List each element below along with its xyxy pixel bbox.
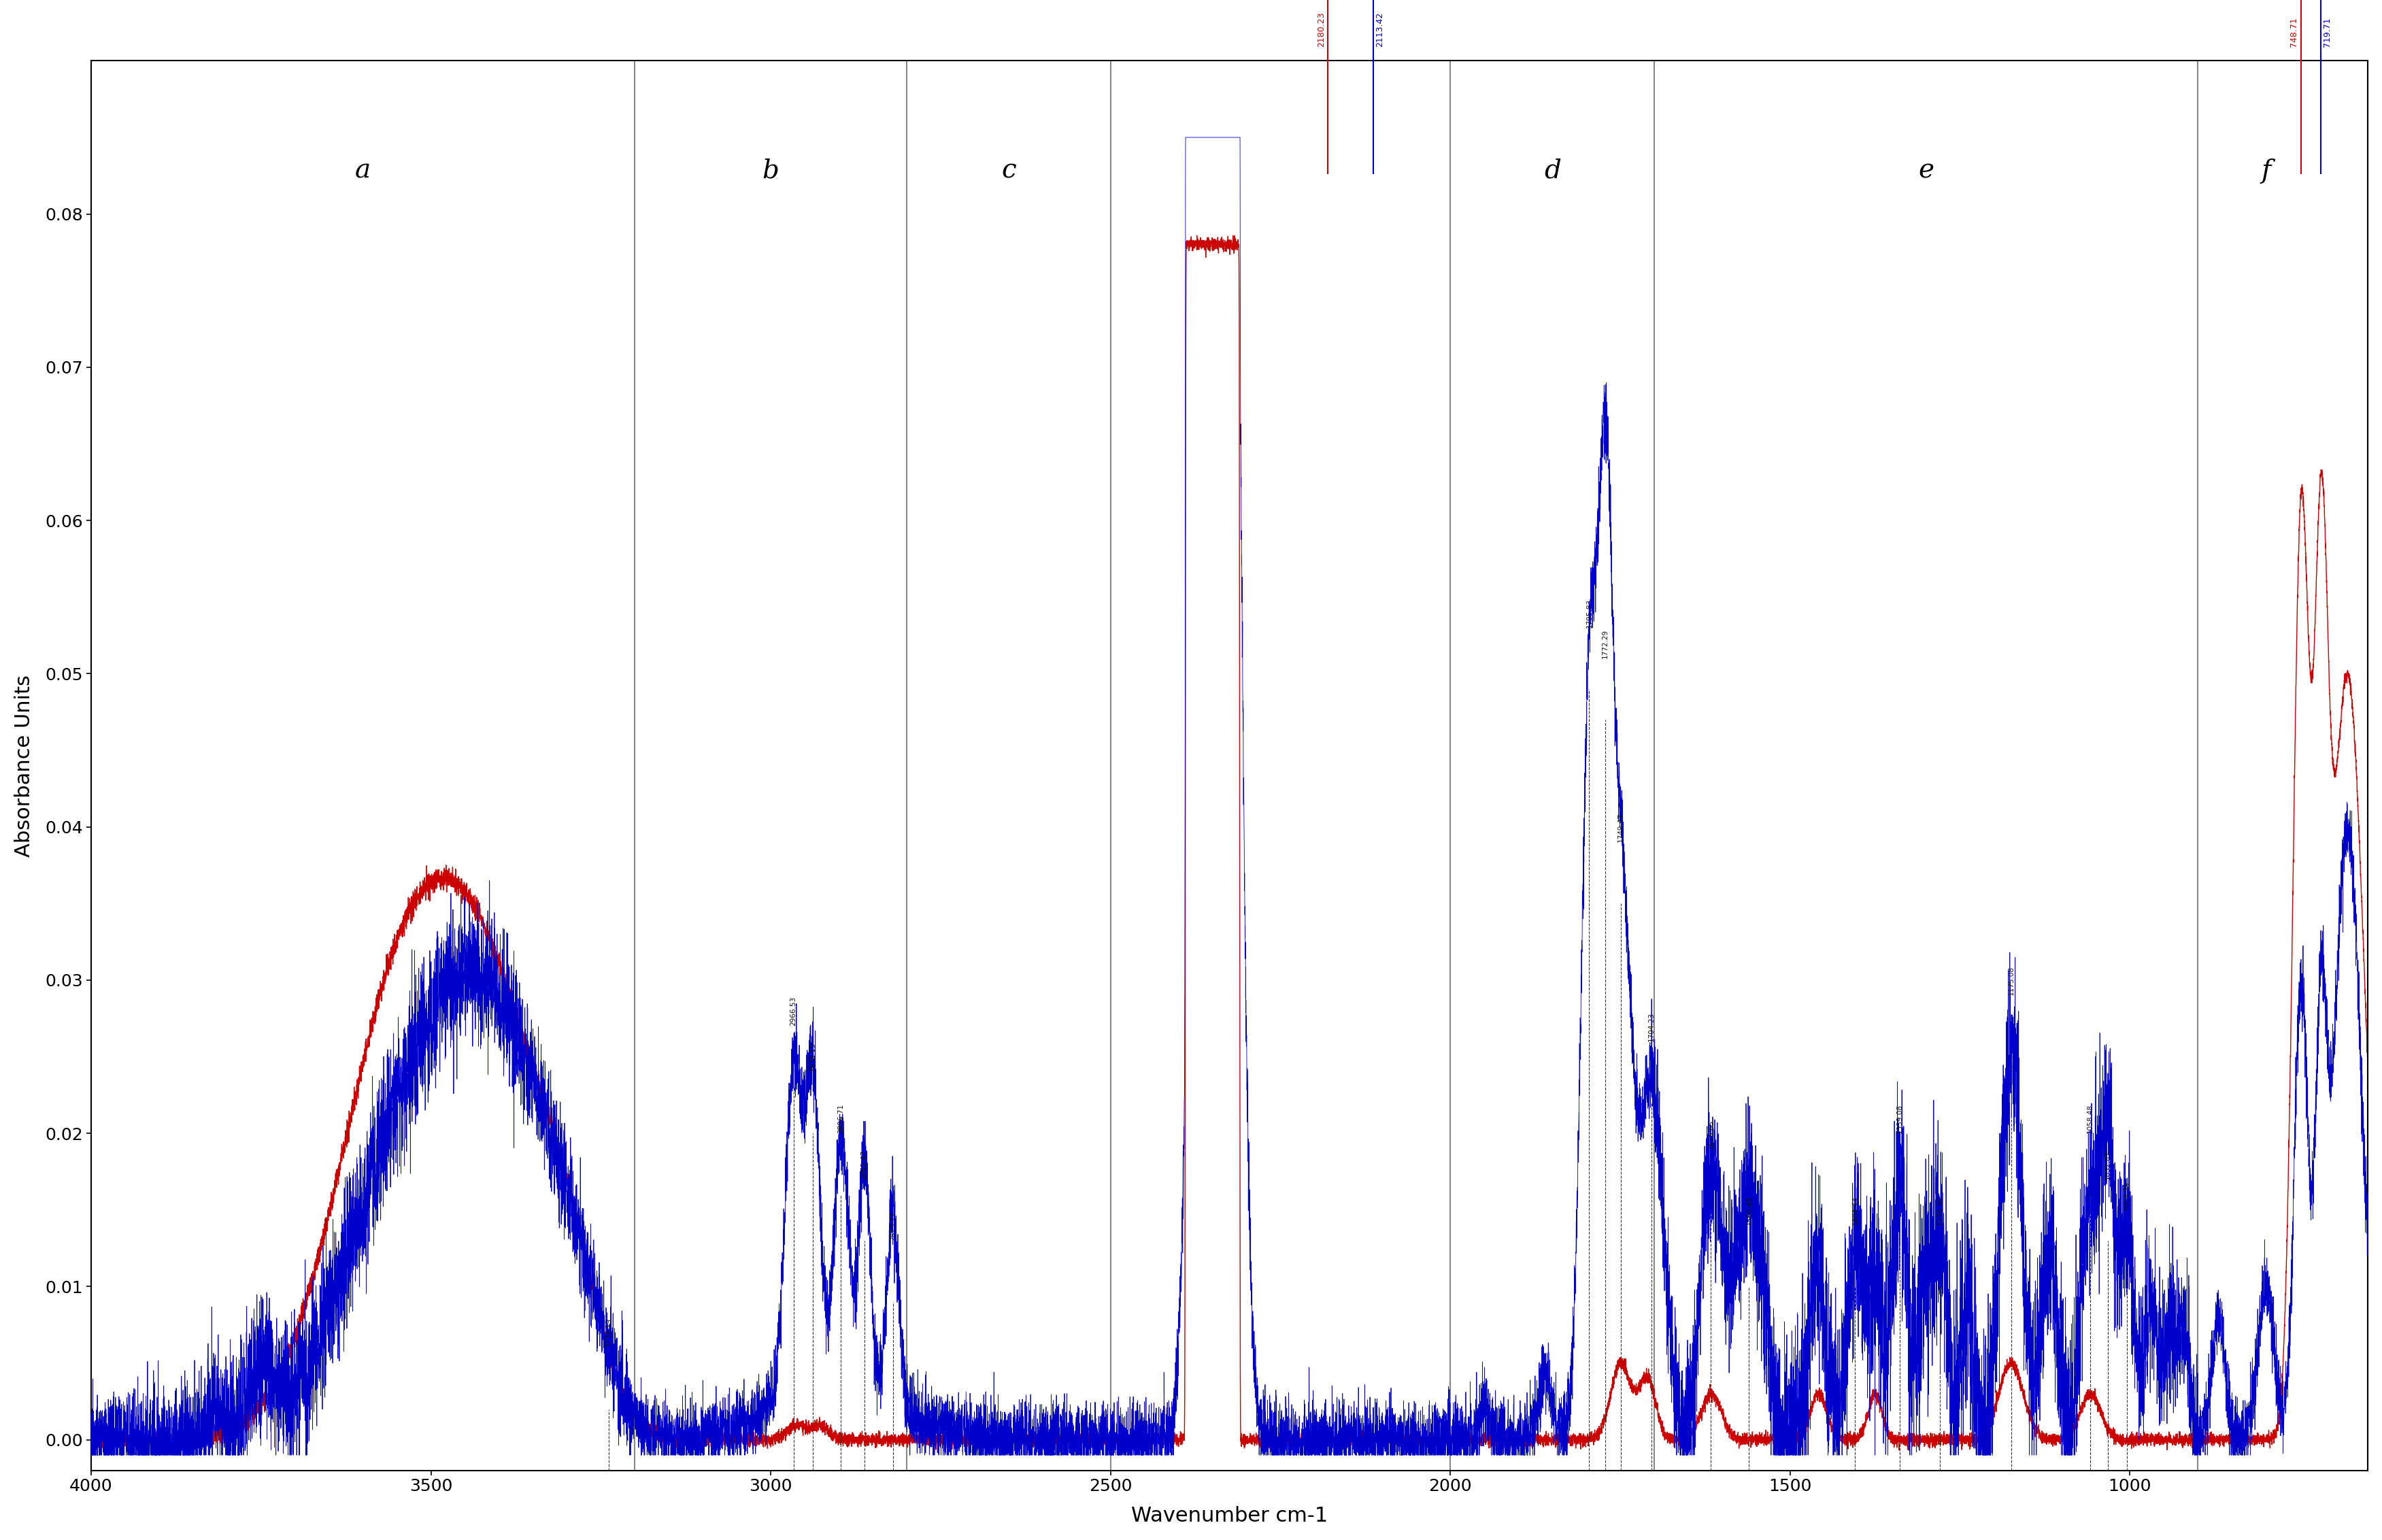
Text: d: d — [1544, 159, 1560, 183]
Text: 719.71: 719.71 — [2322, 17, 2332, 48]
Text: f: f — [2261, 159, 2270, 183]
Text: 1704.23: 1704.23 — [1648, 1012, 1655, 1041]
Text: 2819.77: 2819.77 — [891, 1212, 896, 1241]
Text: 3238.19: 3238.19 — [605, 1318, 612, 1348]
Text: 2180.23: 2180.23 — [1317, 12, 1324, 48]
Text: 1560.49: 1560.49 — [1746, 1197, 1753, 1226]
Text: 1175.08: 1175.08 — [2008, 966, 2015, 995]
Text: 2113.42: 2113.42 — [1377, 12, 1384, 48]
Text: 1795.83: 1795.83 — [1586, 599, 1594, 628]
Text: 1616.65: 1616.65 — [1708, 1120, 1715, 1149]
Text: 748.71: 748.71 — [2289, 17, 2299, 48]
Text: b: b — [762, 159, 779, 183]
Text: 1339.08: 1339.08 — [1896, 1104, 1903, 1133]
Text: 1032.87: 1032.87 — [2103, 1150, 2110, 1180]
Text: e: e — [1918, 159, 1934, 183]
Text: 1058.48: 1058.48 — [2087, 1104, 2094, 1133]
Text: 2896.71: 2896.71 — [838, 1104, 843, 1133]
X-axis label: Wavenumber cm-1: Wavenumber cm-1 — [1131, 1506, 1327, 1526]
Text: 1404.44: 1404.44 — [1851, 1197, 1858, 1226]
Text: 1772.29: 1772.29 — [1601, 628, 1608, 659]
Text: 2862.47: 2862.47 — [860, 1150, 867, 1180]
Text: 2938.15: 2938.15 — [810, 1043, 817, 1072]
Text: a: a — [355, 159, 372, 183]
Text: 1749.47: 1749.47 — [1617, 813, 1625, 842]
Y-axis label: Absorbance Units: Absorbance Units — [14, 675, 33, 856]
Text: c: c — [1000, 159, 1017, 183]
Text: 1004.39: 1004.39 — [2125, 1181, 2130, 1210]
Text: 2966.53: 2966.53 — [791, 996, 798, 1026]
Text: 1279.36: 1279.36 — [1937, 1197, 1944, 1226]
